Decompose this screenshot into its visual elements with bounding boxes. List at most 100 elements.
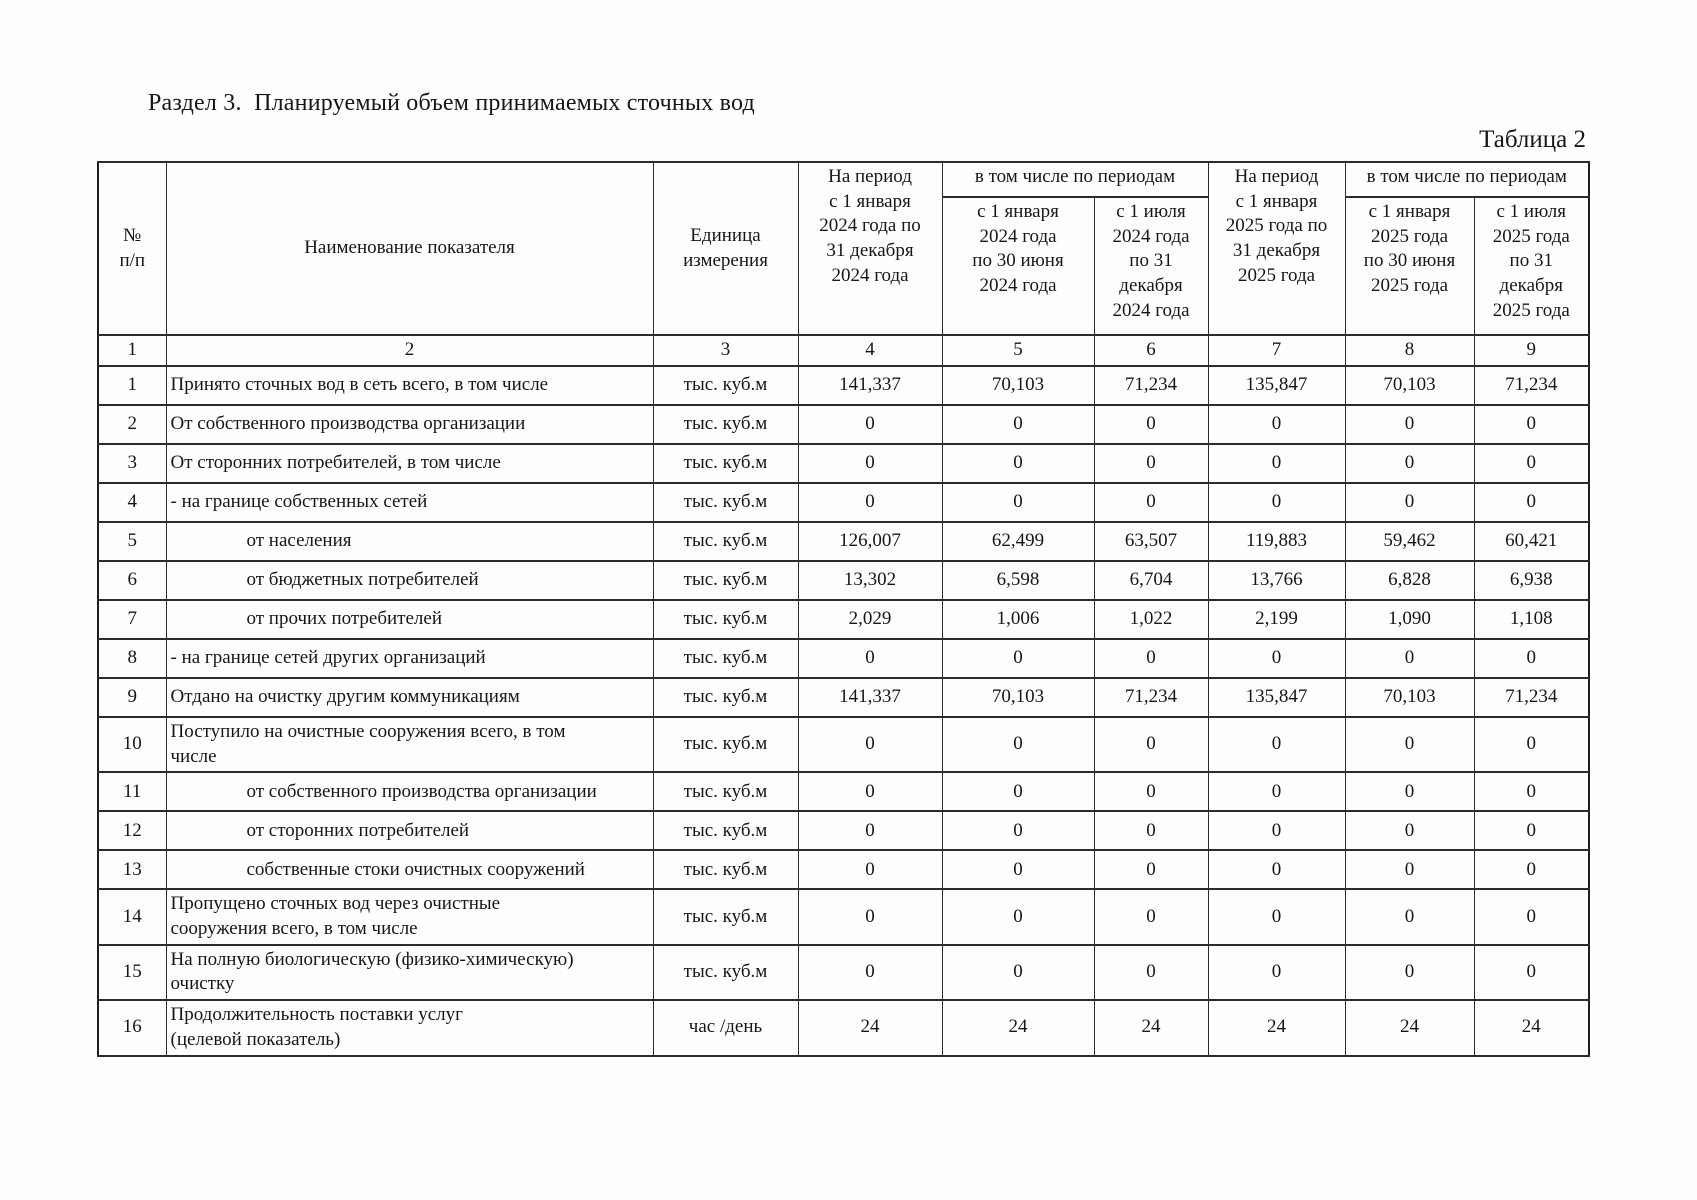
row-value: 0 (1344, 810, 1475, 852)
row-number: 14 (97, 888, 167, 946)
row-number: 11 (97, 771, 167, 813)
row-value: 13,766 (1207, 560, 1346, 601)
row-value: 6,938 (1473, 560, 1590, 601)
row-value: 13,302 (797, 560, 943, 601)
row-value: 0 (797, 715, 943, 774)
column-index-cell: 5 (941, 334, 1095, 367)
row-value: 0 (941, 443, 1095, 484)
row-value: 0 (797, 810, 943, 852)
row-value: 0 (1207, 404, 1346, 445)
row-value: 24 (1093, 999, 1209, 1057)
row-value: 0 (1473, 638, 1590, 679)
table-row: 1 Принято сточных вод в сеть всего, в том… (97, 365, 1590, 406)
row-value: 0 (797, 771, 943, 813)
row-value: 0 (797, 404, 943, 445)
row-number: 10 (97, 715, 167, 774)
row-indicator-name: Принято сточных вод в сеть всего, в том … (165, 365, 654, 406)
row-value: 0 (1093, 404, 1209, 445)
column-index-cell: 4 (797, 334, 943, 367)
column-index-row: 1 2 3 4 5 6 7 8 9 (97, 334, 1590, 367)
row-value: 62,499 (941, 521, 1095, 562)
header-subperiod-2025-h2: с 1 июля 2025 года по 31 декабря 2025 го… (1473, 196, 1590, 336)
row-value: 0 (1093, 810, 1209, 852)
row-value: 135,847 (1207, 677, 1346, 718)
row-unit: тыс. куб.м (652, 404, 799, 445)
row-unit: тыс. куб.м (652, 521, 799, 562)
column-index-cell: 8 (1344, 334, 1475, 367)
table-row: 16 Продолжительность поставки услуг (целе… (97, 999, 1590, 1057)
row-value: 71,234 (1473, 677, 1590, 718)
row-value: 0 (941, 715, 1095, 774)
row-value: 0 (1473, 404, 1590, 445)
row-value: 0 (1207, 638, 1346, 679)
row-value: 0 (797, 638, 943, 679)
row-value: 0 (1473, 943, 1590, 1002)
header-subperiod-2024-h2: с 1 июля 2024 года по 31 декабря 2024 го… (1093, 196, 1209, 336)
row-value: 0 (1344, 715, 1475, 774)
row-value: 0 (1207, 715, 1346, 774)
row-value: 126,007 (797, 521, 943, 562)
row-value: 119,883 (1207, 521, 1346, 562)
table-row: 15 На полную биологическую (физико-химиче… (97, 943, 1590, 1002)
row-number: 12 (97, 810, 167, 852)
row-unit: тыс. куб.м (652, 849, 799, 891)
row-value: 0 (1344, 404, 1475, 445)
row-unit: тыс. куб.м (652, 810, 799, 852)
row-unit: час /день (652, 999, 799, 1057)
row-unit: тыс. куб.м (652, 771, 799, 813)
row-value: 24 (1473, 999, 1590, 1057)
row-value: 6,598 (941, 560, 1095, 601)
row-indicator-name: - на границе сетей других организаций (165, 638, 654, 679)
row-value: 70,103 (1344, 365, 1475, 406)
table-row: 6 от бюджетных потребителей тыс. куб.м 13,3… (97, 560, 1590, 601)
row-value: 0 (1093, 849, 1209, 891)
row-unit: тыс. куб.м (652, 677, 799, 718)
row-unit: тыс. куб.м (652, 638, 799, 679)
row-value: 70,103 (941, 677, 1095, 718)
row-value: 0 (1207, 482, 1346, 523)
row-number: 7 (97, 599, 167, 640)
row-indicator-name: от населения (165, 521, 654, 562)
table-row: 4- на границе собственных сетей тыс. куб.… (97, 482, 1590, 523)
header-col-unit: Единица измерения (652, 161, 799, 336)
column-index-cell: 2 (165, 334, 654, 367)
row-value: 0 (1344, 888, 1475, 946)
row-value: 0 (1207, 849, 1346, 891)
row-number: 1 (97, 365, 167, 406)
header-period-2025: На период с 1 января 2025 года по 31 дек… (1207, 161, 1346, 336)
table-row: 14 Пропущено сточных вод через очистные с… (97, 888, 1590, 946)
row-value: 24 (1207, 999, 1346, 1057)
row-value: 0 (1344, 849, 1475, 891)
row-value: 6,704 (1093, 560, 1209, 601)
table-row: 3 От сторонних потребителей, в том числе т… (97, 443, 1590, 484)
row-value: 70,103 (941, 365, 1095, 406)
row-number: 5 (97, 521, 167, 562)
row-indicator-name: - на границе собственных сетей (165, 482, 654, 523)
header-period-2024: На период с 1 января 2024 года по 31 дек… (797, 161, 943, 336)
row-value: 141,337 (797, 365, 943, 406)
row-value: 0 (797, 943, 943, 1002)
row-value: 70,103 (1344, 677, 1475, 718)
row-value: 0 (941, 404, 1095, 445)
row-value: 59,462 (1344, 521, 1475, 562)
row-indicator-name: Пропущено сточных вод через очистные соо… (165, 888, 654, 946)
row-unit: тыс. куб.м (652, 599, 799, 640)
row-value: 1,108 (1473, 599, 1590, 640)
row-indicator-name: собственные стоки очистных сооружений (165, 849, 654, 891)
row-indicator-name: от собственного производства организации (165, 771, 654, 813)
row-value: 0 (1207, 810, 1346, 852)
header-col-number: № п/п (97, 161, 167, 336)
header-col-indicator: Наименование показателя (165, 161, 654, 336)
row-unit: тыс. куб.м (652, 443, 799, 484)
row-value: 0 (1093, 771, 1209, 813)
row-value: 1,090 (1344, 599, 1475, 640)
row-value: 0 (1093, 888, 1209, 946)
row-unit: тыс. куб.м (652, 943, 799, 1002)
row-unit: тыс. куб.м (652, 482, 799, 523)
table-row: 5 от населения тыс. куб.м 126,007 62,499 63,5… (97, 521, 1590, 562)
row-value: 0 (1207, 443, 1346, 484)
column-index-cell: 6 (1093, 334, 1209, 367)
row-value: 0 (1093, 943, 1209, 1002)
header-subperiod-2025-h1: с 1 января 2025 года по 30 июня 2025 год… (1344, 196, 1475, 336)
